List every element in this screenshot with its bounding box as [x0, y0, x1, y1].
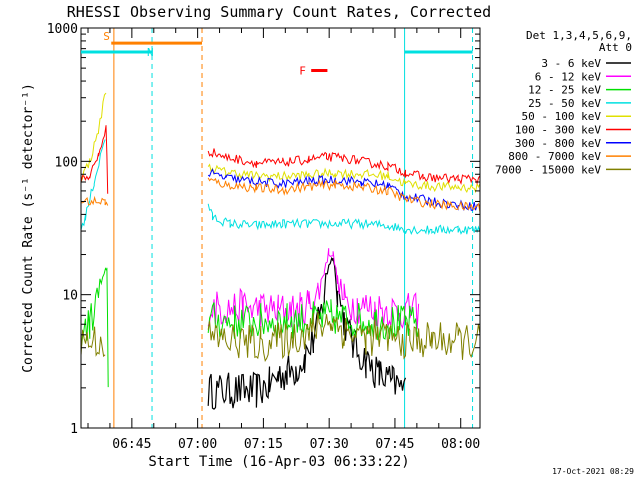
series-line-4: [81, 139, 480, 236]
detector-line: Det 1,3,4,5,6,9,: [526, 29, 632, 42]
x-axis-label: Start Time (16-Apr-03 06:33:22): [148, 454, 409, 470]
series-line-1: [207, 256, 407, 410]
x-tick-label: 06:45: [112, 437, 151, 452]
flag-label-s: S: [103, 30, 110, 43]
legend-label-1: 3 - 6 keV: [541, 57, 601, 70]
timestamp: 17-Oct-2021 08:29: [552, 467, 634, 476]
series-line-7: [207, 168, 480, 211]
chart-title: RHESSI Observing Summary Count Rates, Co…: [67, 3, 491, 21]
plot-frame: [80, 27, 481, 429]
legend-label-6: 100 - 300 keV: [515, 124, 601, 137]
y-tick-label: 100: [55, 155, 78, 170]
x-tick-label: 07:15: [244, 437, 283, 452]
flag-label-n: N: [147, 46, 154, 59]
x-tick-label: 07:45: [375, 437, 414, 452]
y-axis: 1 10 100 1000: [47, 22, 480, 437]
legend-label-2: 6 - 12 keV: [535, 70, 602, 83]
legend-label-7: 300 - 800 keV: [515, 137, 601, 150]
legend-label-3: 12 - 25 keV: [528, 84, 601, 97]
x-axis: 06:45 07:00 07:15 07:30 07:45 08:00: [87, 28, 480, 452]
legend-label-8: 800 - 7000 keV: [508, 150, 601, 163]
series-line-8: [81, 177, 480, 213]
flag-label-f: F: [299, 65, 306, 78]
series-line-2: [207, 248, 420, 330]
y-tick-label: 1000: [47, 22, 78, 37]
detector-info: Det 1,3,4,5,6,9, Att 0: [526, 29, 632, 54]
y-tick-label: 10: [62, 289, 78, 304]
series-line-6: [81, 125, 480, 194]
x-tick-label: 07:00: [178, 437, 217, 452]
legend-label-9: 7000 - 15000 keV: [495, 163, 601, 176]
legend-label-5: 50 - 100 keV: [522, 110, 602, 123]
y-tick-label: 1: [70, 422, 78, 437]
x-tick-label: 07:30: [310, 437, 349, 452]
x-tick-label: 08:00: [441, 437, 480, 452]
legend-label-4: 25 - 50 keV: [528, 97, 601, 110]
attenuator-line: Att 0: [599, 41, 632, 54]
y-axis-label: Corrected Count Rate (s⁻¹ detector⁻¹): [21, 83, 36, 373]
